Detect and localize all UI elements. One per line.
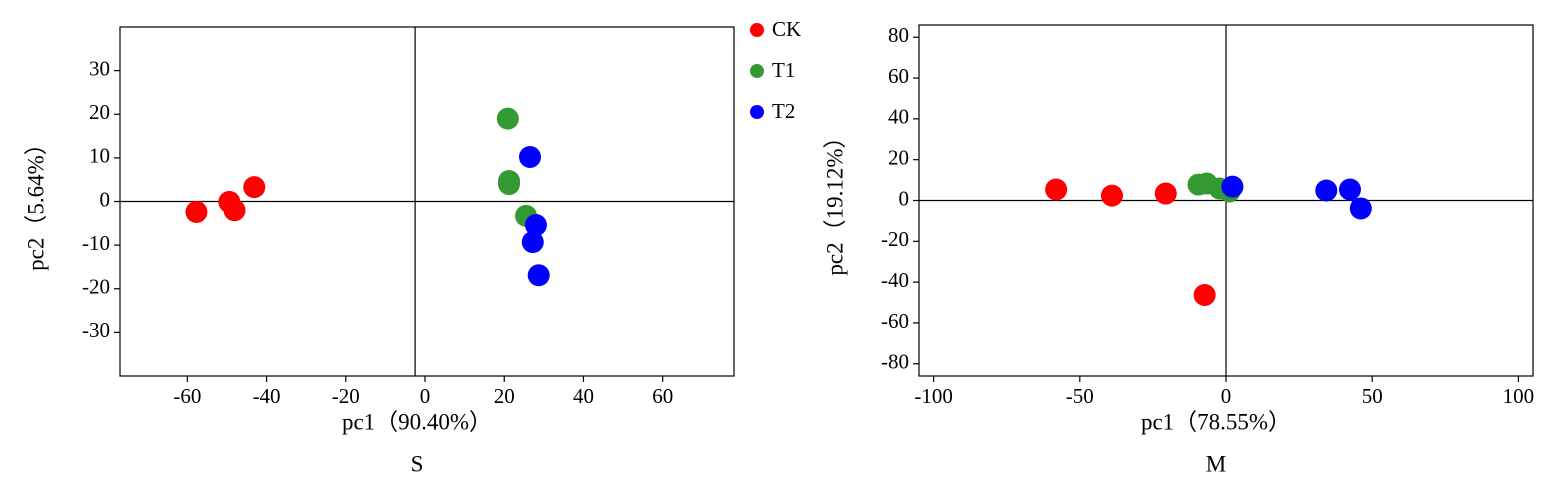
x-axis-label: pc1（90.40%） [342, 409, 492, 434]
data-point [185, 200, 208, 223]
data-point [223, 199, 246, 222]
x-tick-label: -100 [914, 384, 953, 408]
chart-title: M [1206, 451, 1226, 476]
legend-marker [750, 23, 764, 37]
y-tick-label: -60 [881, 309, 909, 333]
x-tick-label: -50 [1066, 384, 1094, 408]
legend-marker [750, 105, 764, 119]
y-tick-label: -20 [82, 275, 110, 299]
y-tick-label: 20 [888, 145, 909, 169]
legend-marker [750, 64, 764, 78]
legend-label: CK [772, 17, 801, 41]
data-point [1221, 175, 1244, 198]
legend-label: T1 [772, 58, 795, 82]
data-point [521, 231, 544, 254]
x-tick-label: 0 [1221, 384, 1232, 408]
y-tick-label: 10 [89, 144, 110, 168]
data-point [1338, 178, 1361, 201]
y-axis-label: pc2（19.12%） [822, 125, 847, 275]
y-tick-label: 40 [888, 105, 909, 129]
x-tick-label: 0 [420, 384, 431, 408]
y-tick-label: 80 [888, 23, 909, 47]
data-point [496, 107, 519, 130]
y-tick-label: 0 [899, 186, 910, 210]
y-tick-label: 0 [100, 187, 111, 211]
data-point [1315, 179, 1338, 202]
legend-label: T2 [772, 99, 795, 123]
data-point [518, 146, 541, 169]
x-tick-label: 60 [652, 384, 673, 408]
y-tick-label: -30 [82, 318, 110, 342]
chart-title: S [411, 451, 424, 476]
data-point [1045, 178, 1068, 201]
data-point [497, 173, 520, 196]
data-point [1193, 283, 1216, 306]
y-tick-label: -10 [82, 231, 110, 255]
data-point [243, 176, 266, 199]
y-tick-label: 60 [888, 64, 909, 88]
data-point [1349, 197, 1372, 220]
x-tick-label: 40 [573, 384, 594, 408]
y-tick-label: 30 [89, 56, 110, 80]
y-tick-label: -80 [881, 350, 909, 374]
x-tick-label: -60 [173, 384, 201, 408]
y-tick-label: 20 [89, 100, 110, 124]
data-point [1100, 184, 1123, 207]
x-tick-label: -40 [253, 384, 281, 408]
data-point [1154, 182, 1177, 205]
y-axis-label: pc2（5.64%） [23, 132, 48, 271]
x-tick-label: 20 [494, 384, 515, 408]
x-tick-label: 50 [1362, 384, 1383, 408]
y-tick-label: -40 [881, 268, 909, 292]
x-tick-label: 100 [1503, 384, 1535, 408]
data-point [524, 214, 547, 237]
y-tick-label: -20 [881, 227, 909, 251]
x-tick-label: -20 [332, 384, 360, 408]
data-point [527, 264, 550, 287]
x-axis-label: pc1（78.55%） [1141, 409, 1291, 434]
